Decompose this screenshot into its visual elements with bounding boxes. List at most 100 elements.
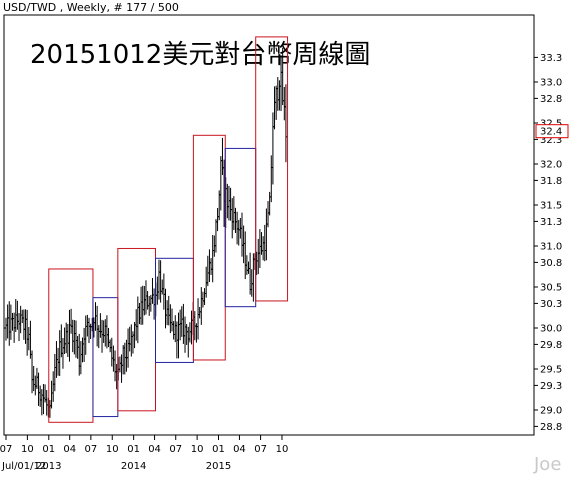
y-tick-label: 31.8 (540, 176, 562, 187)
ohlc-bar (10, 312, 15, 331)
ohlc-bar (276, 77, 280, 111)
ohlc-bar (204, 266, 208, 298)
ohlc-bar (100, 319, 104, 353)
ohlc-bar (80, 337, 85, 363)
ohlc-bar (227, 185, 231, 221)
y-tick-label: 29.3 (540, 381, 562, 392)
ohlc-bar (211, 234, 215, 283)
x-tick-label: 07 (0, 444, 12, 455)
ohlc-bar (95, 305, 99, 347)
y-tick-label: 31.3 (540, 217, 562, 228)
y-tick-label: 33.3 (540, 53, 562, 64)
ohlc-bar (188, 322, 192, 343)
x-tick-label: 04 (148, 444, 161, 455)
ohlc-bar (198, 306, 202, 319)
ohlc-bar (79, 341, 83, 375)
x-tick-label: 10 (106, 444, 119, 455)
ohlc-bar (157, 259, 161, 300)
ohlc-bar (141, 285, 145, 325)
ohlc-bar (271, 112, 275, 185)
x-tick-label: 04 (233, 444, 246, 455)
ohlc-bar (4, 317, 8, 341)
ohlc-bar (183, 316, 187, 353)
y-axis-ticks: 28.8 29.0 29.3 29.5 29.8 30.0 30.3 30.5 30.8 31.0… (534, 53, 562, 433)
ohlc-bar (41, 383, 46, 415)
x-year-label: 2013 (36, 461, 61, 472)
ohlc-bar (113, 350, 117, 382)
ohlc-bar (87, 317, 91, 344)
ohlc-bar (246, 261, 251, 274)
ohlc-bar (51, 371, 55, 402)
ohlc-bar (145, 291, 150, 310)
ohlc-bar (128, 326, 132, 352)
ohlc-bar (163, 288, 168, 329)
ohlc-bar (15, 300, 19, 330)
ohlc-bar (240, 212, 244, 257)
ohlc-bar (123, 342, 127, 375)
ohlc-bar (170, 308, 174, 332)
ohlc-bar (110, 337, 114, 367)
ohlc-bar (251, 253, 255, 302)
y-tick-label: 29.0 (540, 406, 562, 417)
ohlc-bar (250, 269, 254, 297)
ohlc-bar (206, 255, 210, 287)
x-tick-label: 10 (191, 444, 204, 455)
ohlc-bar (274, 85, 278, 120)
ohlc-bar (168, 304, 172, 334)
ohlc-bar (62, 327, 67, 354)
annotation-boxes (48, 36, 289, 423)
ohlc-bar (181, 303, 185, 344)
annotation-box-red (48, 268, 94, 423)
ohlc-bar (245, 255, 249, 275)
ohlc-bar (219, 156, 223, 211)
ohlc-bar (230, 198, 234, 239)
x-tick-label: 07 (84, 444, 97, 455)
ohlc-bar (185, 323, 189, 345)
ohlc-bar (237, 219, 241, 246)
current-price-marker: 32.4 (535, 124, 569, 139)
ohlc-bar (165, 300, 169, 326)
ohlc-bar (89, 323, 93, 339)
ohlc-bar (77, 333, 81, 376)
ohlc-bar (173, 315, 177, 343)
ohlc-bar (142, 286, 146, 316)
ohlc-bar (167, 295, 171, 326)
watermark: Joe (533, 454, 561, 475)
y-tick-label: 30.5 (540, 283, 562, 294)
ohlc-bar (53, 354, 57, 392)
ohlc-bar (25, 309, 29, 356)
ohlc-bar (277, 80, 282, 111)
ohlc-bar (235, 211, 239, 245)
ohlc-bar (22, 309, 26, 340)
ohlc-bar (64, 322, 68, 354)
ohlc-bar (85, 314, 89, 337)
ohlc-bar (284, 84, 288, 163)
ohlc-bar (199, 287, 203, 325)
ohlc-bar (59, 324, 63, 358)
ohlc-bar (160, 279, 164, 295)
ohlc-bar (162, 273, 166, 310)
ohlc-bar (258, 229, 262, 268)
ohlc-bar (84, 315, 88, 355)
ohlc-bar (129, 324, 133, 357)
ohlc-bar (243, 231, 247, 280)
ohlc-bar (137, 302, 142, 325)
x-year-label: 2015 (206, 461, 231, 472)
ohlc-bar (159, 260, 163, 303)
ohlc-bar (118, 356, 122, 373)
ohlc-bar (201, 291, 205, 308)
ohlc-bar (233, 207, 238, 233)
ohlc-bar (147, 295, 151, 316)
ohlc-bar (176, 312, 181, 359)
y-tick-label: 30.3 (540, 299, 562, 310)
ohlc-bar (263, 224, 267, 262)
ohlc-bar (196, 298, 200, 340)
ohlc-bar (105, 315, 109, 349)
annotation-box-blue (154, 257, 194, 363)
ohlc-bar (207, 249, 212, 283)
ohlc-bar (67, 309, 72, 362)
ohlc-bar (149, 294, 153, 312)
ohlc-bar (35, 367, 39, 390)
ohlc-bar (27, 327, 31, 351)
plot-area (3, 14, 535, 436)
